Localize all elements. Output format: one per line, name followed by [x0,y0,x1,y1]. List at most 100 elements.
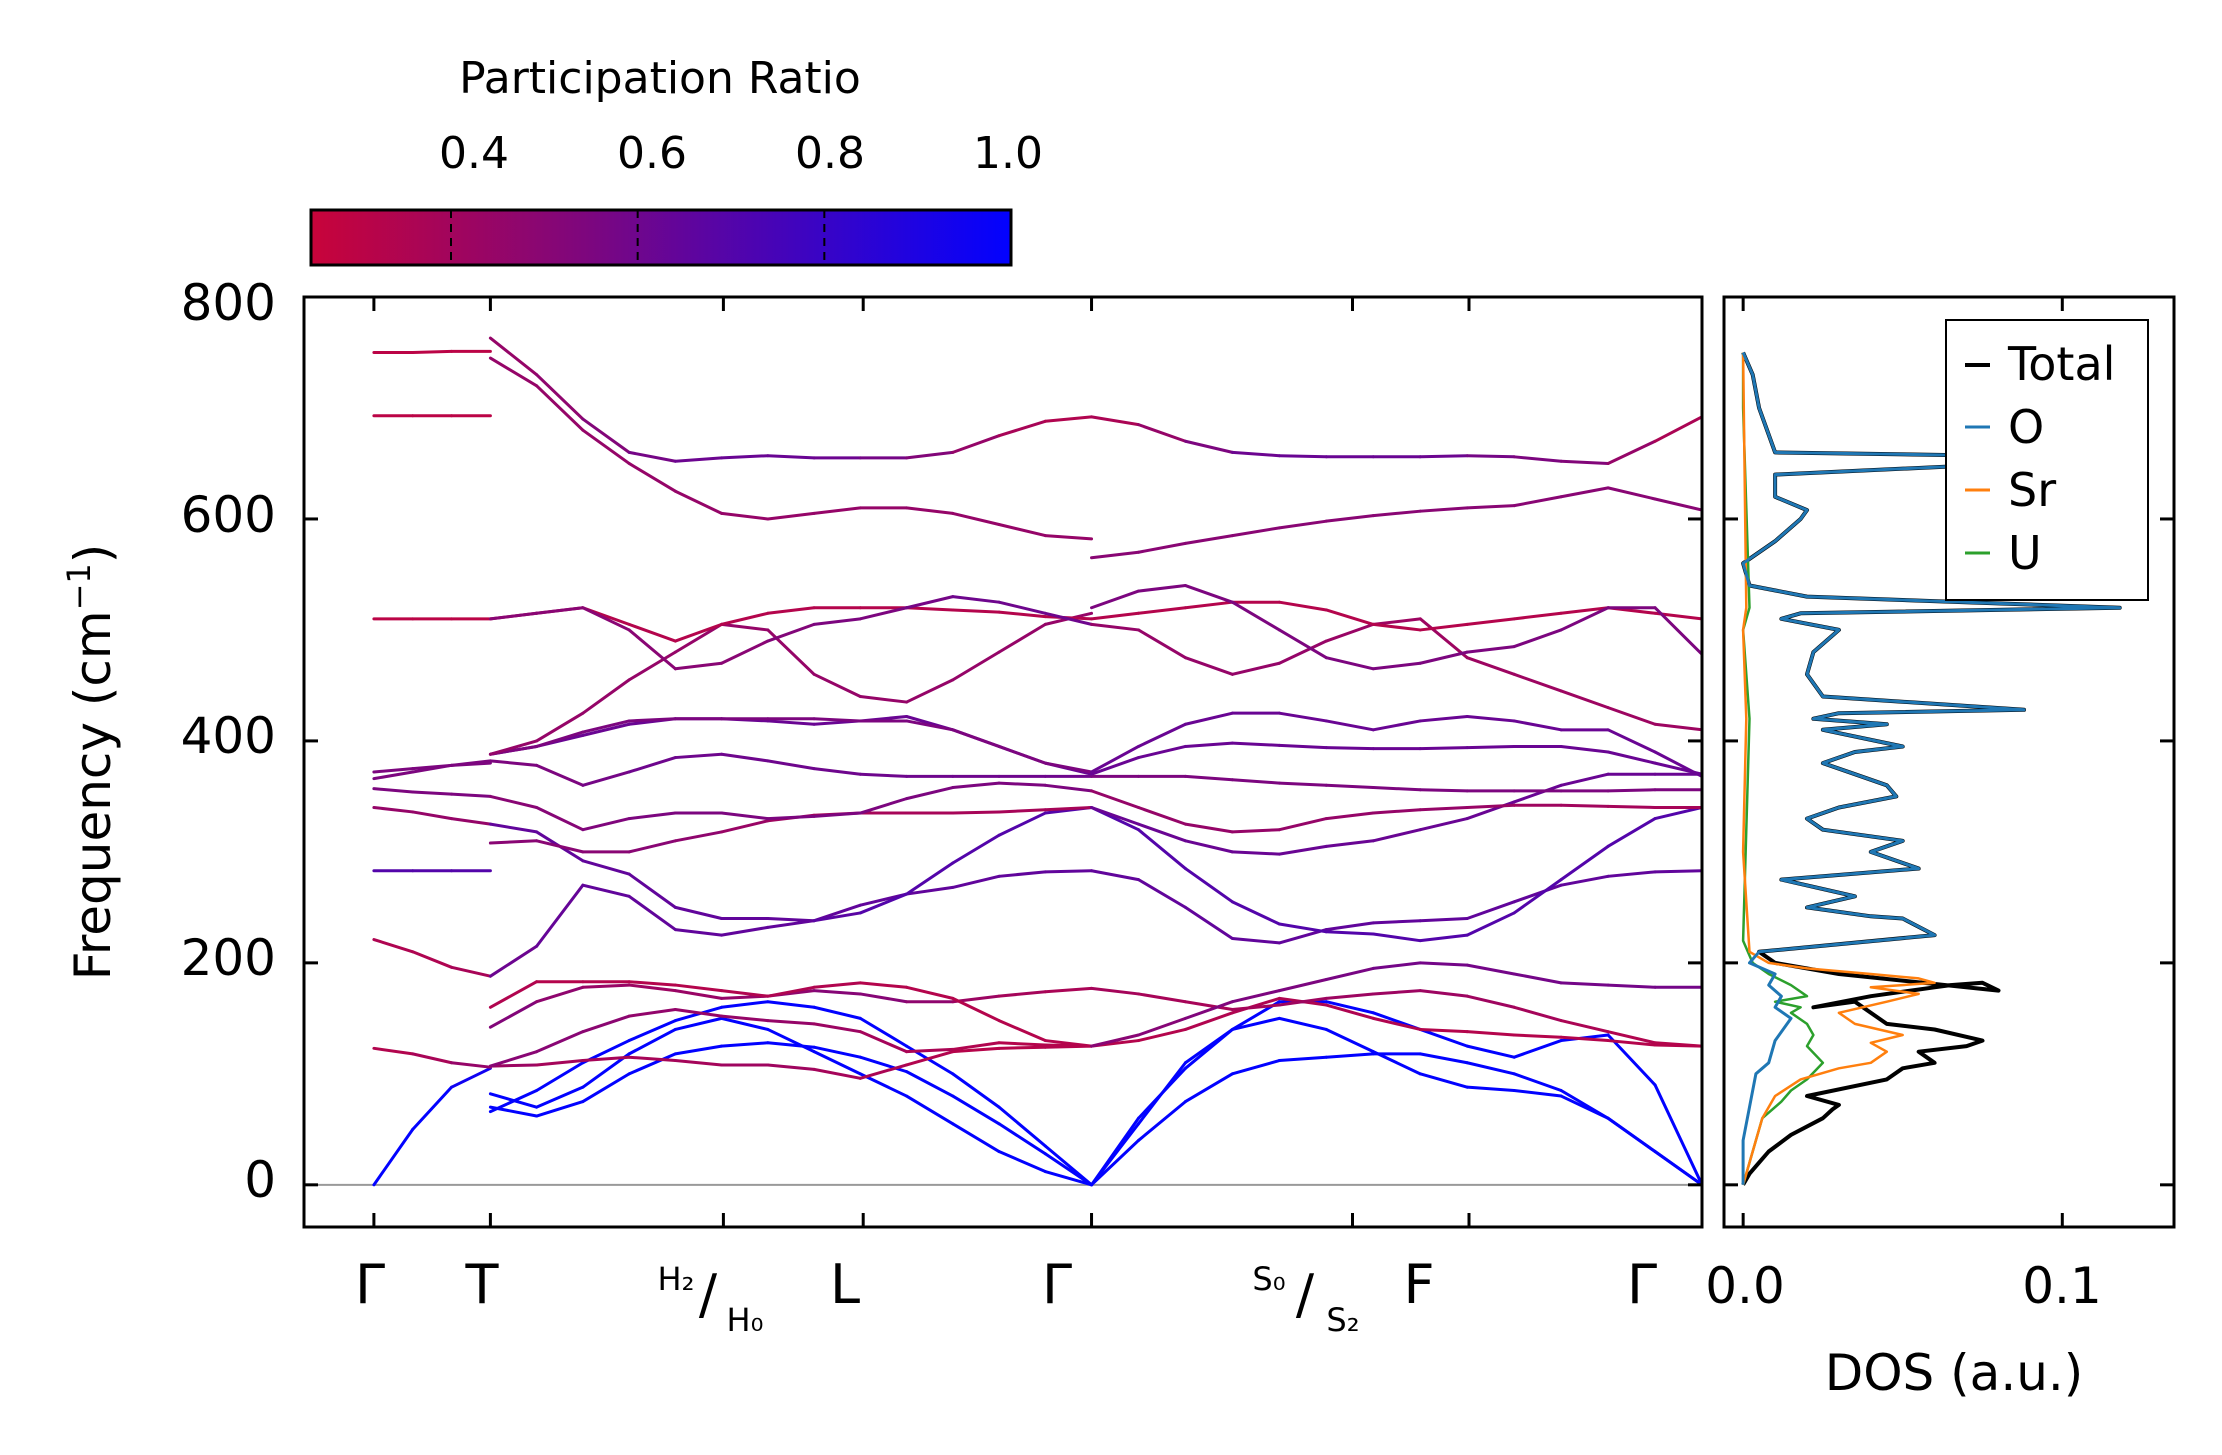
band-seg1-14 [488,611,1094,756]
band-piece [720,639,770,665]
band-piece [1371,989,1422,996]
band-piece [1324,514,1375,523]
band-seg1-4 [488,1007,1094,1068]
band-piece [1653,1083,1702,1187]
band-piece [1277,781,1328,787]
band-piece [673,928,724,937]
band-piece [1136,423,1187,443]
band-piece [720,819,770,834]
band-piece [1230,989,1281,1004]
band-piece [1418,454,1469,459]
band-piece [450,761,492,767]
band-piece [812,1050,862,1076]
band-piece [720,511,770,521]
band-piece [858,772,909,778]
band-piece [951,874,1001,889]
band-piece [581,606,631,632]
band-piece [1465,1061,1516,1076]
band-piece [1371,786,1422,792]
band-piece [1559,606,1610,615]
band-piece [673,989,724,1000]
band-piece [535,711,585,743]
band-piece [1043,986,1094,994]
band-piece [1183,1000,1234,1020]
band-seg1-15 [488,606,1094,643]
band-piece [673,983,724,993]
band-piece [1512,878,1563,915]
band-piece [1090,869,1140,882]
band-piece [766,759,816,771]
band-piece [1324,746,1375,751]
band-piece [1371,617,1422,626]
band-piece [535,373,585,421]
band-piece [1324,921,1375,932]
band-seg1-6 [488,980,1094,1048]
band-piece [627,622,677,643]
band-piece [720,925,770,937]
band-piece [1277,844,1328,856]
band-piece [1512,672,1563,693]
band-piece [858,695,909,704]
y-tick-label-400: 400 [181,707,276,765]
band-piece [1090,415,1140,427]
band-piece [720,752,770,763]
band-piece [1090,589,1140,610]
band-piece [858,1016,909,1048]
band-piece [1606,1116,1657,1154]
band-piece [673,905,724,920]
band-piece [1465,744,1516,750]
band-piece [1606,788,1657,793]
band-piece [1653,497,1702,512]
band-piece [581,859,631,876]
band-piece [581,1072,631,1104]
band-piece [535,384,585,432]
dos-curves [1741,351,2138,1186]
band-piece [1371,509,1422,518]
band-piece [411,1085,454,1131]
band-piece [627,450,677,463]
band-piece [1043,1144,1094,1187]
band-piece [905,606,955,612]
kpoint-label-L: L [830,1253,860,1316]
band-piece [951,1094,1001,1126]
band-piece [905,885,955,896]
band-piece [1606,728,1657,754]
band-piece [627,1055,677,1063]
band-piece [766,1027,816,1054]
band-piece [1090,756,1140,776]
band-piece [627,980,677,987]
band-piece [1183,1072,1234,1104]
band-piece [1653,606,1702,656]
band-piece [1230,828,1281,834]
band-piece [1653,1150,1702,1187]
band-piece [1277,996,1328,1007]
colorbar-tick-label-0.6: 0.6 [617,128,687,179]
band-piece [1418,1027,1469,1048]
band-piece [1371,622,1422,632]
band-piece [997,870,1047,878]
dos-axis-ticks [1724,295,2174,1227]
band-piece [1090,744,1140,774]
band-piece [997,744,1047,765]
dos-x-axis-label: DOS (a.u.) [1825,1344,2084,1402]
band-piece [535,806,585,832]
band-piece [1230,996,1281,1015]
band-piece [1465,803,1516,810]
band-piece [951,1046,1001,1054]
band-piece [1559,803,1610,808]
band-piece [997,808,1047,814]
band-piece [1418,506,1469,513]
band-piece [1136,1016,1187,1037]
band-piece [1606,983,1657,989]
band-piece [766,622,816,643]
band-piece [997,523,1047,538]
band-piece [997,1019,1047,1043]
band-piece [766,916,816,923]
band-piece [1559,1019,1610,1034]
band-piece [1512,1039,1563,1059]
band-piece [581,722,631,737]
band-piece [1277,600,1328,612]
dos-frame [1722,295,2176,1229]
band-seg2-13 [1090,617,1702,732]
band-piece [627,650,677,682]
